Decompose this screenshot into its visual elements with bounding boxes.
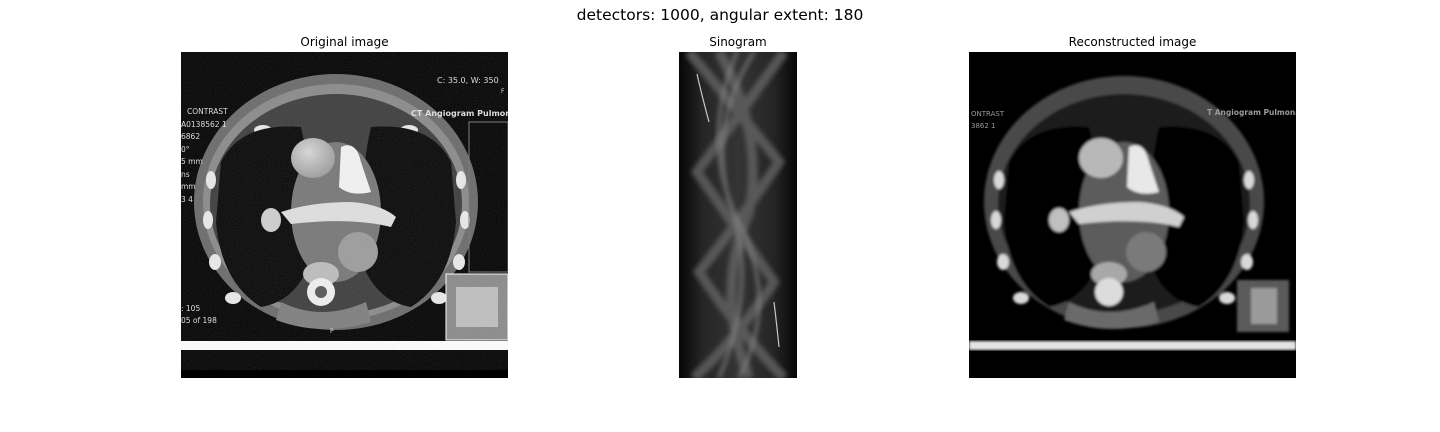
overlay-bottom-line: 05 of 198 xyxy=(181,316,217,325)
overlay-left-line: 5 mm xyxy=(181,157,203,166)
overlay-bottom-line: : 105 xyxy=(181,304,201,313)
overlay-left-line: 6862 xyxy=(181,132,201,141)
original-image: C: 35.0, W: 350 F CT Angiogram Pulmonar … xyxy=(181,52,508,378)
overlay-left-line: mm xyxy=(181,182,196,191)
figure-title: detectors: 1000, angular extent: 180 xyxy=(576,6,864,24)
recon-overlay-left-line: ONTRAST xyxy=(971,110,1005,118)
overlay-top-right: C: 35.0, W: 350 xyxy=(437,76,499,85)
recon-overlay-left-line: 3862 1 xyxy=(971,122,996,130)
overlay-left-line: ns xyxy=(181,169,190,179)
reconstructed-image: ONTRAST 3862 1 T Angiogram Pulmonar xyxy=(969,52,1296,378)
overlay-top-right-small: F xyxy=(501,88,505,95)
overlay-left-line: CONTRAST xyxy=(187,107,228,116)
sinogram-image xyxy=(679,52,797,378)
overlay-series: CT Angiogram Pulmonar xyxy=(411,109,508,118)
overlay-left-line: 0° xyxy=(181,144,190,154)
recon-overlay-series: T Angiogram Pulmonar xyxy=(1207,108,1296,117)
overlay-bottom-lines: : 105 05 of 198 xyxy=(181,303,217,327)
overlay-left-lines: CONTRAST A0138562 1 6862 0° 5 mm ns mm 3… xyxy=(181,106,228,206)
reconstructed-image-title: Reconstructed image xyxy=(1068,35,1197,49)
overlay-left-line: 3 4 xyxy=(181,194,193,204)
recon-overlay-left-lines: ONTRAST 3862 1 xyxy=(971,108,1004,132)
overlay-left-line: A0138562 1 xyxy=(181,119,227,129)
original-image-title: Original image xyxy=(300,35,389,49)
sinogram-title: Sinogram xyxy=(709,35,767,49)
overlay-bottom-center: P xyxy=(330,328,334,335)
